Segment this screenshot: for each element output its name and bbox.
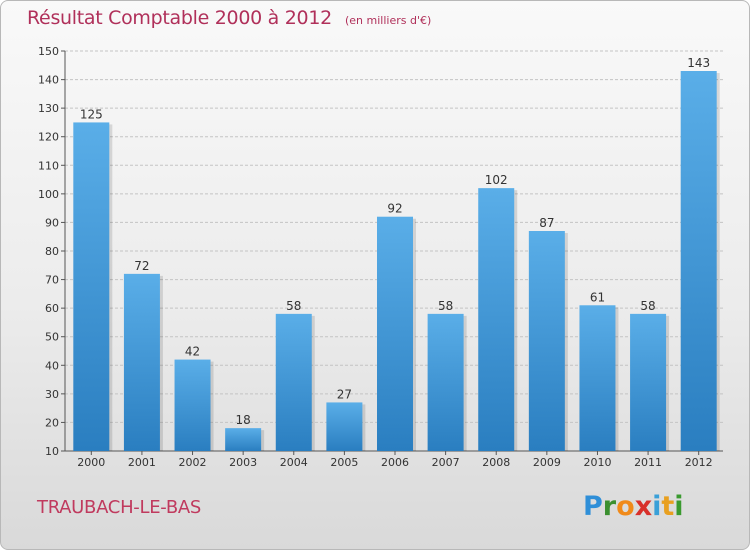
chart-subtitle: (en milliers d'€): [344, 14, 432, 27]
y-tick-label: 70: [45, 274, 59, 287]
data-label: 102: [485, 173, 508, 187]
y-tick-label: 90: [45, 216, 59, 229]
x-tick-label: 2002: [179, 456, 207, 469]
data-label: 58: [438, 299, 453, 313]
logo-letter: r: [602, 491, 617, 522]
bar: [377, 216, 413, 451]
bar: [73, 122, 110, 451]
data-label: 87: [539, 216, 554, 230]
bar: [427, 313, 464, 451]
bar: [478, 188, 515, 451]
chart-title: Résultat Comptable 2000 à 2012: [27, 7, 332, 29]
bar: [579, 305, 616, 451]
bar: [528, 231, 565, 451]
y-tick-label: 10: [45, 445, 59, 458]
x-tick-label: 2011: [634, 456, 662, 469]
data-label: 58: [640, 299, 655, 313]
y-tick-label: 50: [45, 331, 59, 344]
data-label: 27: [337, 387, 352, 401]
y-tick-label: 60: [45, 302, 59, 315]
y-tick-label: 120: [38, 131, 59, 144]
y-tick-label: 140: [38, 74, 59, 87]
logo-letter: P: [583, 491, 603, 522]
commune-name: TRAUBACH-LE-BAS: [37, 497, 202, 518]
x-tick-label: 2009: [533, 456, 561, 469]
y-tick-label: 100: [38, 188, 59, 201]
title-row: Résultat Comptable 2000 à 2012 (en milli…: [27, 7, 431, 29]
x-tick-label: 2008: [482, 456, 510, 469]
y-tick-label: 20: [45, 416, 59, 429]
data-label: 42: [185, 345, 200, 359]
data-label: 58: [286, 299, 301, 313]
bar: [680, 71, 717, 451]
logo-letter: x: [634, 491, 653, 522]
bar: [275, 313, 312, 451]
x-tick-label: 2000: [77, 456, 105, 469]
logo-letter: i: [674, 491, 684, 522]
x-tick-label: 2007: [432, 456, 460, 469]
y-tick-label: 150: [38, 45, 59, 58]
x-tick-label: 2004: [280, 456, 308, 469]
y-tick-label: 130: [38, 102, 59, 115]
x-tick-label: 2001: [128, 456, 156, 469]
labels: 125 72 42 18 58 27 92 58 102 87 61 58 143: [80, 56, 710, 427]
data-label: 18: [236, 413, 251, 427]
x-tick-label: 2006: [381, 456, 409, 469]
bar: [326, 402, 363, 451]
logo-letter: o: [616, 491, 635, 522]
y-tick-label: 110: [38, 159, 59, 172]
bar: [174, 359, 211, 451]
x-tick-label: 2012: [685, 456, 713, 469]
y-tick-label: 30: [45, 388, 59, 401]
bar: [630, 313, 667, 451]
x-tick-label: 2005: [330, 456, 358, 469]
data-label: 92: [387, 202, 402, 216]
bar: [225, 428, 262, 451]
y-tick-label: 40: [45, 359, 59, 372]
data-label: 143: [687, 56, 710, 70]
data-label: 125: [80, 107, 103, 121]
logo-letter: i: [652, 491, 662, 522]
x-tick-label: 2003: [229, 456, 257, 469]
x-tick-label: 2010: [583, 456, 611, 469]
bar: [123, 273, 160, 451]
y-tick-label: 80: [45, 245, 59, 258]
data-label: 61: [590, 290, 605, 304]
bars: [73, 71, 720, 451]
logo-letter: t: [661, 491, 675, 522]
data-label: 72: [134, 259, 149, 273]
proxiti-logo: Proxiti: [583, 491, 684, 522]
